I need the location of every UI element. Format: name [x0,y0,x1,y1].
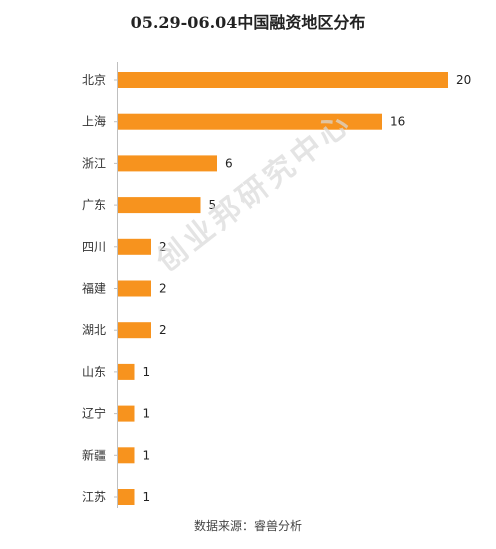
data-label: 5 [209,198,217,212]
bar [118,322,151,339]
data-label: 2 [159,323,167,337]
bar [118,489,135,505]
bar [118,155,217,172]
chart-title: 05.29-06.04中国融资地区分布 [130,13,366,32]
category-label: 四川 [82,240,106,254]
category-label: 上海 [82,114,106,129]
source-note: 数据来源：睿兽分析 [193,519,302,533]
bar [118,238,151,255]
data-label: 1 [143,448,151,462]
data-label: 16 [390,115,405,129]
bars-layer: 北京 20 上海 16 浙江 6 广东 5 四川 2 福建 2 湖北 2 山东 1 辽宁 1 新疆 1 江苏 1 [82,72,471,505]
bar [118,197,201,214]
bar [118,113,382,130]
data-label: 2 [159,240,167,254]
category-label: 新疆 [82,447,106,462]
category-label: 江苏 [82,490,106,504]
data-label: 6 [225,156,233,170]
category-label: 湖北 [82,322,106,337]
bar [118,447,135,464]
category-label: 广东 [82,198,106,212]
category-label: 山东 [82,365,106,379]
category-label: 浙江 [82,156,106,170]
bar [118,405,135,422]
data-label: 1 [143,407,151,421]
category-label: 福建 [82,281,106,296]
data-label: 20 [456,73,471,87]
bar [118,280,151,297]
bar [118,363,135,380]
data-label: 1 [143,490,151,504]
data-label: 2 [159,282,167,296]
category-label: 辽宁 [82,406,106,421]
category-label: 北京 [82,73,106,87]
data-label: 1 [143,365,151,379]
bar [118,72,448,88]
